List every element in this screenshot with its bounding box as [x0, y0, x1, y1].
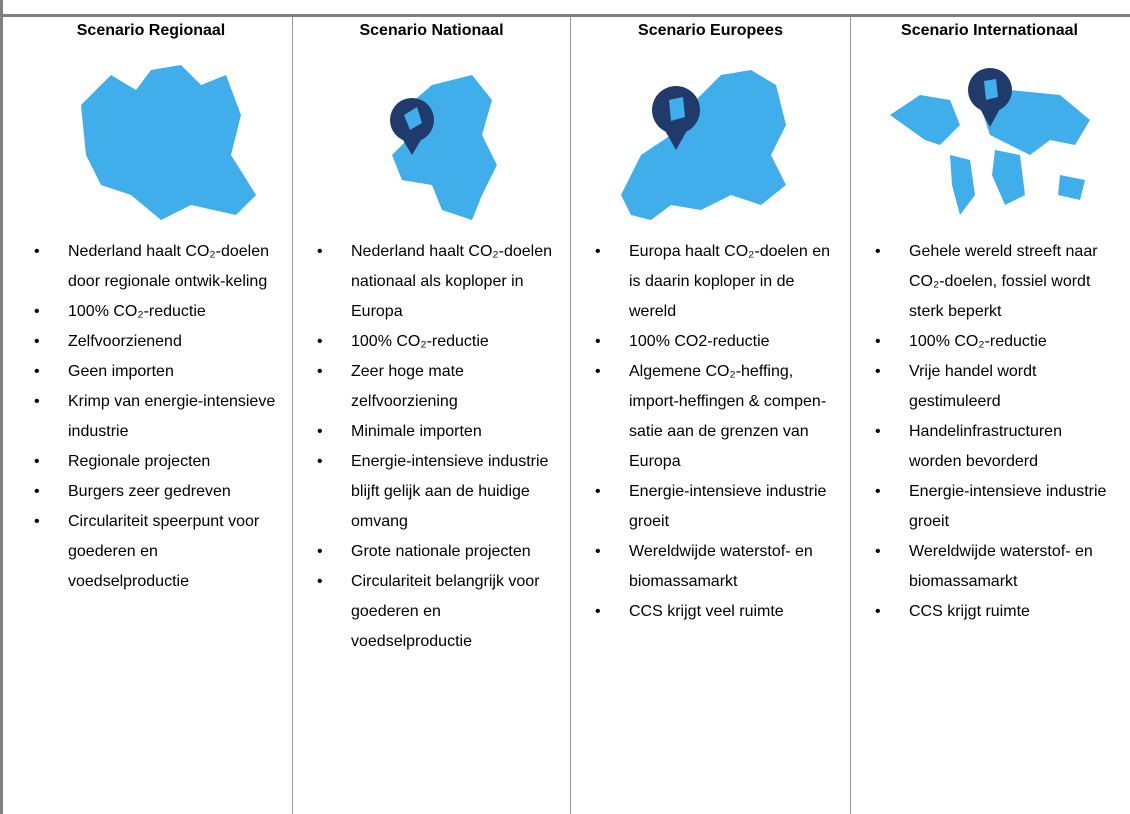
- bullet-item: Handelinfrastructuren worden bevorderd: [851, 417, 1128, 477]
- column-title: Scenario Nationaal: [359, 22, 504, 39]
- bullet-item: Energie-intensieve industrie groeit: [851, 477, 1128, 537]
- bullet-list: Nederland haalt CO₂-doelen door regional…: [10, 237, 292, 597]
- bullet-item: Europa haalt CO₂-doelen en is daarin kop…: [571, 237, 850, 327]
- column-title: Scenario Internationaal: [901, 22, 1078, 39]
- bullet-item: Minimale importen: [293, 417, 570, 447]
- scenario-column: Scenario Internationaal Gehele wereld str…: [851, 17, 1128, 814]
- bullet-item: 100% CO₂-reductie: [293, 327, 570, 357]
- bullet-item: Regionale projecten: [10, 447, 292, 477]
- bullet-item: Gehele wereld streeft naar CO₂-doelen, f…: [851, 237, 1128, 327]
- scenario-column: Scenario Nationaal Nederland haalt CO₂-do…: [293, 17, 571, 814]
- scenario-column: Scenario Europees Europa haalt CO₂-doelen…: [571, 17, 851, 814]
- bullet-item: 100% CO₂-reductie: [851, 327, 1128, 357]
- bullet-item: Nederland haalt CO₂-doelen nationaal als…: [293, 237, 570, 327]
- bullet-item: 100% CO₂-reductie: [10, 297, 292, 327]
- column-title: Scenario Regionaal: [76, 22, 226, 39]
- map-icon: [389, 75, 497, 220]
- map-icon: [889, 68, 1090, 215]
- bullet-item: Circulariteit speerpunt voor goederen en…: [10, 507, 292, 597]
- scenario-column: Scenario Regionaal Nederland haalt CO₂-do…: [10, 17, 293, 814]
- bullet-list: Gehele wereld streeft naar CO₂-doelen, f…: [851, 237, 1128, 627]
- bullet-item: Wereldwijde waterstof- en biomassamarkt: [851, 537, 1128, 597]
- bullet-item: Geen importen: [10, 357, 292, 387]
- bullet-item: Energie-intensieve industrie blijft geli…: [293, 447, 570, 537]
- bullet-item: CCS krijgt veel ruimte: [571, 597, 850, 627]
- bullet-item: Krimp van energie-intensieve industrie: [10, 387, 292, 447]
- bullet-item: Zeer hoge mate zelfvoorziening: [293, 357, 570, 417]
- bullet-item: Wereldwijde waterstof- en biomassamarkt: [571, 537, 850, 597]
- bullet-item: Vrije handel wordt gestimuleerd: [851, 357, 1128, 417]
- bullet-item: Energie-intensieve industrie groeit: [571, 477, 850, 537]
- bullet-item: 100% CO2-reductie: [571, 327, 850, 357]
- bullet-item: Algemene CO₂-heffing, import-heffingen &…: [571, 357, 850, 477]
- map-icon: [620, 70, 786, 220]
- map-icon: [81, 65, 256, 220]
- bullet-item: Nederland haalt CO₂-doelen door regional…: [10, 237, 292, 297]
- top-rule: [3, 14, 1130, 17]
- scenario-table: Scenario Regionaal Nederland haalt CO₂-do…: [10, 17, 1128, 814]
- bullet-list: Europa haalt CO₂-doelen en is daarin kop…: [571, 237, 850, 627]
- bullet-item: Circulariteit belangrijk voor goederen e…: [293, 567, 570, 657]
- bullet-item: CCS krijgt ruimte: [851, 597, 1128, 627]
- column-title: Scenario Europees: [638, 22, 783, 39]
- bullet-item: Burgers zeer gedreven: [10, 477, 292, 507]
- bullet-item: Grote nationale projecten: [293, 537, 570, 567]
- bullet-list: Nederland haalt CO₂-doelen nationaal als…: [293, 237, 570, 657]
- bullet-item: Zelfvoorzienend: [10, 327, 292, 357]
